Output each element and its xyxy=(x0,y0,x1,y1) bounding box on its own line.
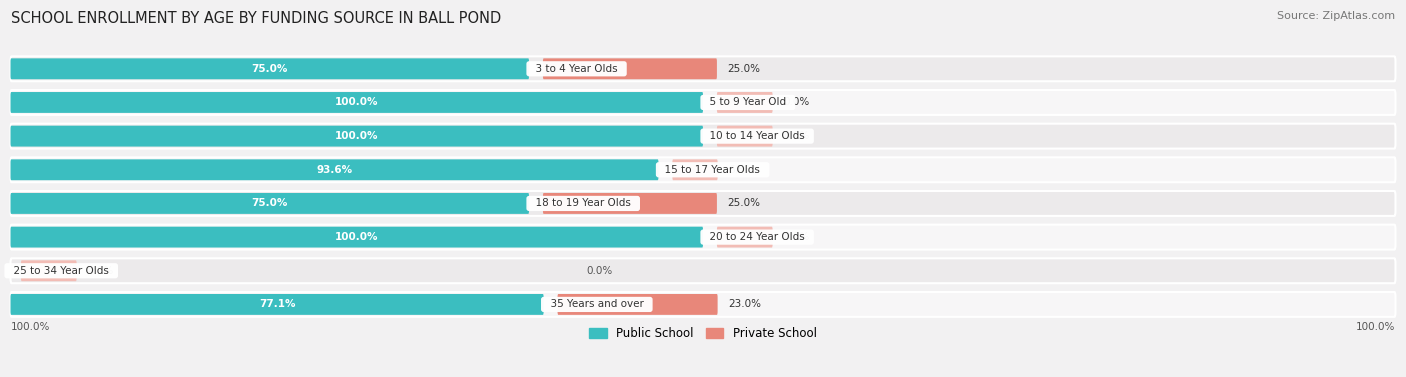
FancyBboxPatch shape xyxy=(10,292,1396,317)
Text: 25.0%: 25.0% xyxy=(727,198,761,208)
FancyBboxPatch shape xyxy=(10,124,1396,149)
FancyBboxPatch shape xyxy=(10,191,1396,216)
FancyBboxPatch shape xyxy=(717,227,773,248)
Text: 10 to 14 Year Olds: 10 to 14 Year Olds xyxy=(703,131,811,141)
Text: 5 to 9 Year Old: 5 to 9 Year Old xyxy=(703,98,793,107)
Text: 100.0%: 100.0% xyxy=(1357,322,1396,332)
FancyBboxPatch shape xyxy=(10,90,1396,115)
FancyBboxPatch shape xyxy=(672,159,717,180)
Text: 75.0%: 75.0% xyxy=(252,64,288,74)
Text: SCHOOL ENROLLMENT BY AGE BY FUNDING SOURCE IN BALL POND: SCHOOL ENROLLMENT BY AGE BY FUNDING SOUR… xyxy=(11,11,502,26)
FancyBboxPatch shape xyxy=(717,92,773,113)
FancyBboxPatch shape xyxy=(10,294,544,315)
Text: 100.0%: 100.0% xyxy=(335,98,378,107)
FancyBboxPatch shape xyxy=(10,193,529,214)
Text: 0.0%: 0.0% xyxy=(783,131,810,141)
Text: 15 to 17 Year Olds: 15 to 17 Year Olds xyxy=(658,165,766,175)
FancyBboxPatch shape xyxy=(10,157,1396,182)
FancyBboxPatch shape xyxy=(543,58,717,79)
Text: 3 to 4 Year Olds: 3 to 4 Year Olds xyxy=(529,64,624,74)
Text: 93.6%: 93.6% xyxy=(316,165,353,175)
Text: 100.0%: 100.0% xyxy=(335,131,378,141)
FancyBboxPatch shape xyxy=(543,193,717,214)
FancyBboxPatch shape xyxy=(21,261,76,281)
Text: 100.0%: 100.0% xyxy=(10,322,49,332)
FancyBboxPatch shape xyxy=(10,58,529,79)
Text: 25.0%: 25.0% xyxy=(727,64,761,74)
Text: 100.0%: 100.0% xyxy=(335,232,378,242)
Legend: Public School, Private School: Public School, Private School xyxy=(585,322,821,345)
Text: 35 Years and over: 35 Years and over xyxy=(544,299,650,310)
Text: 0.0%: 0.0% xyxy=(586,266,613,276)
Text: 77.1%: 77.1% xyxy=(259,299,295,310)
FancyBboxPatch shape xyxy=(10,225,1396,250)
Text: Source: ZipAtlas.com: Source: ZipAtlas.com xyxy=(1277,11,1395,21)
FancyBboxPatch shape xyxy=(10,56,1396,81)
Text: 25 to 34 Year Olds: 25 to 34 Year Olds xyxy=(7,266,115,276)
Text: 18 to 19 Year Olds: 18 to 19 Year Olds xyxy=(529,198,637,208)
Text: 23.0%: 23.0% xyxy=(728,299,761,310)
FancyBboxPatch shape xyxy=(10,126,703,147)
Text: 20 to 24 Year Olds: 20 to 24 Year Olds xyxy=(703,232,811,242)
Text: 0.0%: 0.0% xyxy=(87,266,114,276)
FancyBboxPatch shape xyxy=(10,227,703,248)
FancyBboxPatch shape xyxy=(10,92,703,113)
FancyBboxPatch shape xyxy=(558,294,717,315)
Text: 0.0%: 0.0% xyxy=(783,98,810,107)
Text: 75.0%: 75.0% xyxy=(252,198,288,208)
FancyBboxPatch shape xyxy=(10,258,1396,283)
FancyBboxPatch shape xyxy=(717,126,773,147)
Text: 0.0%: 0.0% xyxy=(783,232,810,242)
FancyBboxPatch shape xyxy=(10,159,658,180)
Text: 6.5%: 6.5% xyxy=(728,165,755,175)
